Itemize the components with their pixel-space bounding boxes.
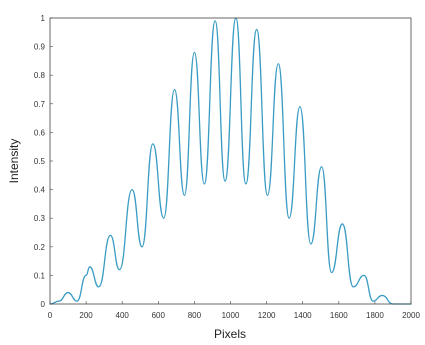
x-axis-ticks: 0 200 400 600 800 1000 1200 1400 1600 1800 2000 bbox=[48, 301, 420, 320]
x-tick-label: 800 bbox=[188, 311, 202, 320]
y-tick-label: 1 bbox=[41, 14, 46, 23]
y-tick-label: 0.9 bbox=[34, 43, 46, 52]
y-tick-label: 0.4 bbox=[34, 186, 46, 195]
y-tick-label: 0.6 bbox=[34, 128, 46, 137]
y-axis-ticks: 0 0.1 0.2 0.3 0.4 0.5 0.6 0.7 0.8 0.9 1 bbox=[34, 14, 53, 309]
y-tick-label: 0.7 bbox=[34, 100, 46, 109]
x-tick-label: 400 bbox=[116, 311, 130, 320]
y-tick-label: 0.5 bbox=[34, 157, 46, 166]
x-tick-label: 1600 bbox=[330, 311, 348, 320]
y-tick-label: 0.3 bbox=[34, 214, 46, 223]
axes-box bbox=[49, 17, 412, 305]
x-tick-label: 200 bbox=[79, 311, 93, 320]
intensity-series-line bbox=[49, 17, 412, 305]
x-tick-label: 1000 bbox=[222, 311, 240, 320]
x-tick-label: 600 bbox=[152, 311, 166, 320]
y-axis-label: Intensity bbox=[7, 139, 21, 184]
y-tick-label: 0.2 bbox=[34, 243, 46, 252]
x-tick-label: 0 bbox=[48, 311, 53, 320]
x-tick-label: 1200 bbox=[258, 311, 276, 320]
y-tick-label: 0 bbox=[41, 300, 46, 309]
x-tick-label: 2000 bbox=[402, 311, 420, 320]
y-tick-label: 0.1 bbox=[34, 271, 46, 280]
x-tick-label: 1400 bbox=[294, 311, 312, 320]
x-axis-label: Pixels bbox=[214, 327, 246, 341]
plot-background bbox=[50, 18, 411, 304]
y-tick-label: 0.8 bbox=[34, 71, 46, 80]
x-tick-label: 1800 bbox=[366, 311, 384, 320]
